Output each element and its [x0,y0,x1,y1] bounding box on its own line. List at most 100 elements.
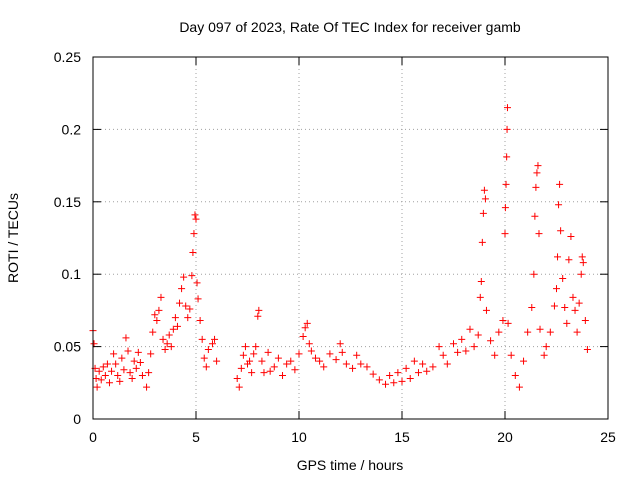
data-point [287,357,295,365]
x-tick-label: 15 [394,429,410,445]
y-tick-label: 0.1 [62,266,82,282]
data-point [474,331,482,339]
data-point [196,317,204,325]
data-point [571,306,579,314]
data-point [204,345,212,353]
data-points [89,104,591,391]
data-point [130,357,138,365]
data-point [454,348,462,356]
data-point [167,343,175,351]
data-point [531,212,539,220]
grid-lines [93,57,608,419]
data-point [270,363,278,371]
data-point [192,215,200,223]
y-tick-label: 0.05 [54,339,81,355]
data-point [477,277,485,285]
data-point [386,372,394,380]
data-point [191,211,199,219]
data-point [105,379,113,387]
data-point [533,169,541,177]
data-point [176,299,184,307]
data-point [99,363,107,371]
data-point [283,360,291,368]
x-tick-label: 5 [192,429,200,445]
data-point [193,279,201,287]
data-point [157,293,165,301]
y-tick-label: 0.2 [62,121,82,137]
data-point [530,270,538,278]
data-point [178,285,186,293]
data-point [260,369,268,377]
data-point [501,230,509,238]
data-point [200,354,208,362]
data-point [443,360,451,368]
data-point [235,383,243,391]
data-point [503,125,511,133]
data-point [556,180,564,188]
data-point [507,351,515,359]
data-point [524,328,532,336]
data-point [550,302,558,310]
data-point [503,153,511,161]
data-point [252,343,260,351]
data-point [237,364,245,372]
data-point [112,360,120,368]
data-point [163,340,171,348]
data-point [311,354,319,362]
data-point [394,369,402,377]
data-point [126,369,134,377]
data-point [190,230,198,238]
data-point [581,317,589,325]
data-point [182,302,190,310]
data-point [342,360,350,368]
data-point [132,364,140,372]
plot-frame [92,56,609,420]
data-point [136,359,144,367]
data-point [147,350,155,358]
data-point [95,367,103,375]
x-tick-label: 10 [291,429,307,445]
data-point [410,357,418,365]
y-tick-label: 0.25 [54,49,81,65]
data-point [495,328,503,336]
data-point [165,331,173,339]
data-point [90,340,98,348]
data-point [171,314,179,322]
data-point [279,372,287,380]
data-point [575,299,583,307]
y-axis-label: ROTI / TECUs [5,193,21,283]
data-point [536,325,544,333]
data-point [499,317,507,325]
data-point [134,348,142,356]
data-point [555,201,563,209]
data-point [480,186,488,194]
data-point [554,253,562,261]
data-point [429,363,437,371]
data-point [478,238,486,246]
data-point [414,369,422,377]
data-point [502,180,510,188]
data-point [528,304,536,312]
data-point [402,364,410,372]
data-point [450,340,457,348]
data-point [159,335,167,343]
data-point [128,374,136,382]
data-point [579,259,587,267]
data-point [186,305,194,313]
data-point [578,253,586,261]
data-point [439,351,447,359]
data-point [258,357,266,365]
data-point [274,354,282,362]
data-point [567,233,575,241]
data-point [349,364,357,372]
data-point [241,343,249,351]
data-point [482,306,490,314]
data-point [143,383,151,391]
data-point [479,209,487,217]
data-point [255,306,263,314]
data-point [97,376,105,384]
data-point [307,347,315,355]
data-point [208,340,216,348]
data-point [122,334,130,342]
